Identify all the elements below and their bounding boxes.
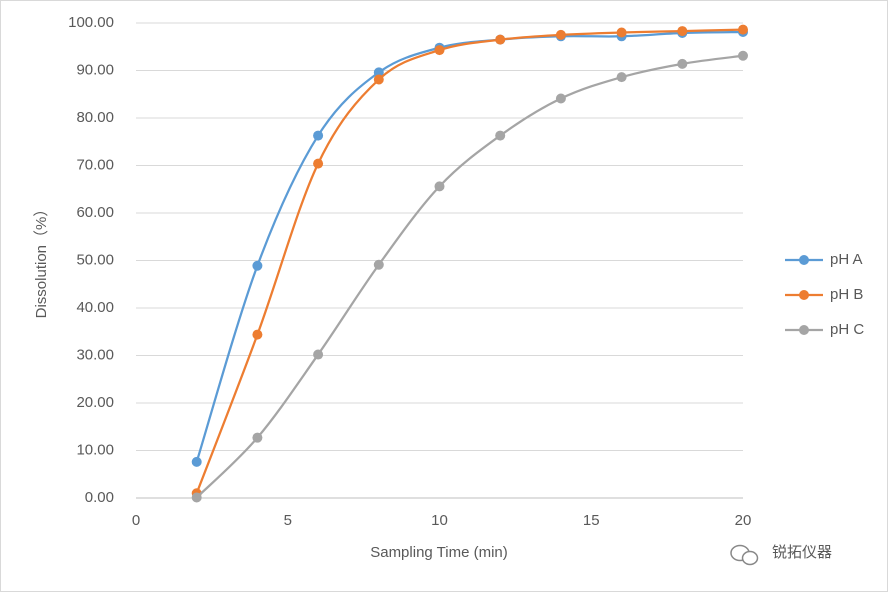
data-point <box>191 456 202 467</box>
data-point <box>252 329 263 340</box>
y-tick-label: 20.00 <box>76 394 114 411</box>
y-tick-label: 0.00 <box>85 489 114 506</box>
y-tick-label: 50.00 <box>76 251 114 268</box>
watermark: 锐拓仪器 <box>772 544 832 561</box>
data-point <box>313 349 324 360</box>
x-tick-label: 0 <box>132 512 140 529</box>
data-point <box>677 58 688 69</box>
x-tick-label: 20 <box>735 512 752 529</box>
data-point <box>555 29 566 40</box>
data-point <box>495 34 506 45</box>
data-line <box>195 28 744 494</box>
y-tick-label: 10.00 <box>76 441 114 458</box>
y-tick-label: 100.00 <box>68 14 114 31</box>
data-point <box>738 24 748 35</box>
x-tick-label: 10 <box>431 512 448 529</box>
data-point <box>252 432 263 443</box>
data-point <box>373 67 384 78</box>
data-point <box>313 130 324 141</box>
x-tick-label: 5 <box>284 512 292 529</box>
legend-label: pH C <box>830 321 864 338</box>
data-point <box>738 50 748 61</box>
data-point <box>555 93 566 104</box>
data-point <box>373 74 384 85</box>
y-tick-label: 60.00 <box>76 204 114 221</box>
y-tick-label: 90.00 <box>76 61 114 78</box>
data-point <box>191 492 202 503</box>
y-tick-label: 70.00 <box>76 156 114 173</box>
legend-marker <box>799 255 809 265</box>
data-point <box>313 158 324 169</box>
data-point <box>616 72 627 83</box>
data-point <box>434 181 445 192</box>
data-point <box>616 27 627 38</box>
x-axis-title: Sampling Time (min) <box>370 544 508 561</box>
y-tick-label: 40.00 <box>76 299 114 316</box>
data-point <box>252 260 263 271</box>
y-tick-label: 30.00 <box>76 346 114 363</box>
y-tick-label: 80.00 <box>76 109 114 126</box>
legend-marker <box>799 290 809 300</box>
legend-marker <box>799 325 809 335</box>
watermark-icon <box>730 544 759 566</box>
x-tick-label: 15 <box>583 512 600 529</box>
data-point <box>677 26 688 37</box>
data-point <box>373 259 384 270</box>
legend-label: pH A <box>830 251 863 268</box>
data-point <box>434 45 445 56</box>
data-point <box>495 130 506 141</box>
y-axis-title: Dissolution（%） <box>33 202 50 319</box>
legend-label: pH B <box>830 286 863 303</box>
